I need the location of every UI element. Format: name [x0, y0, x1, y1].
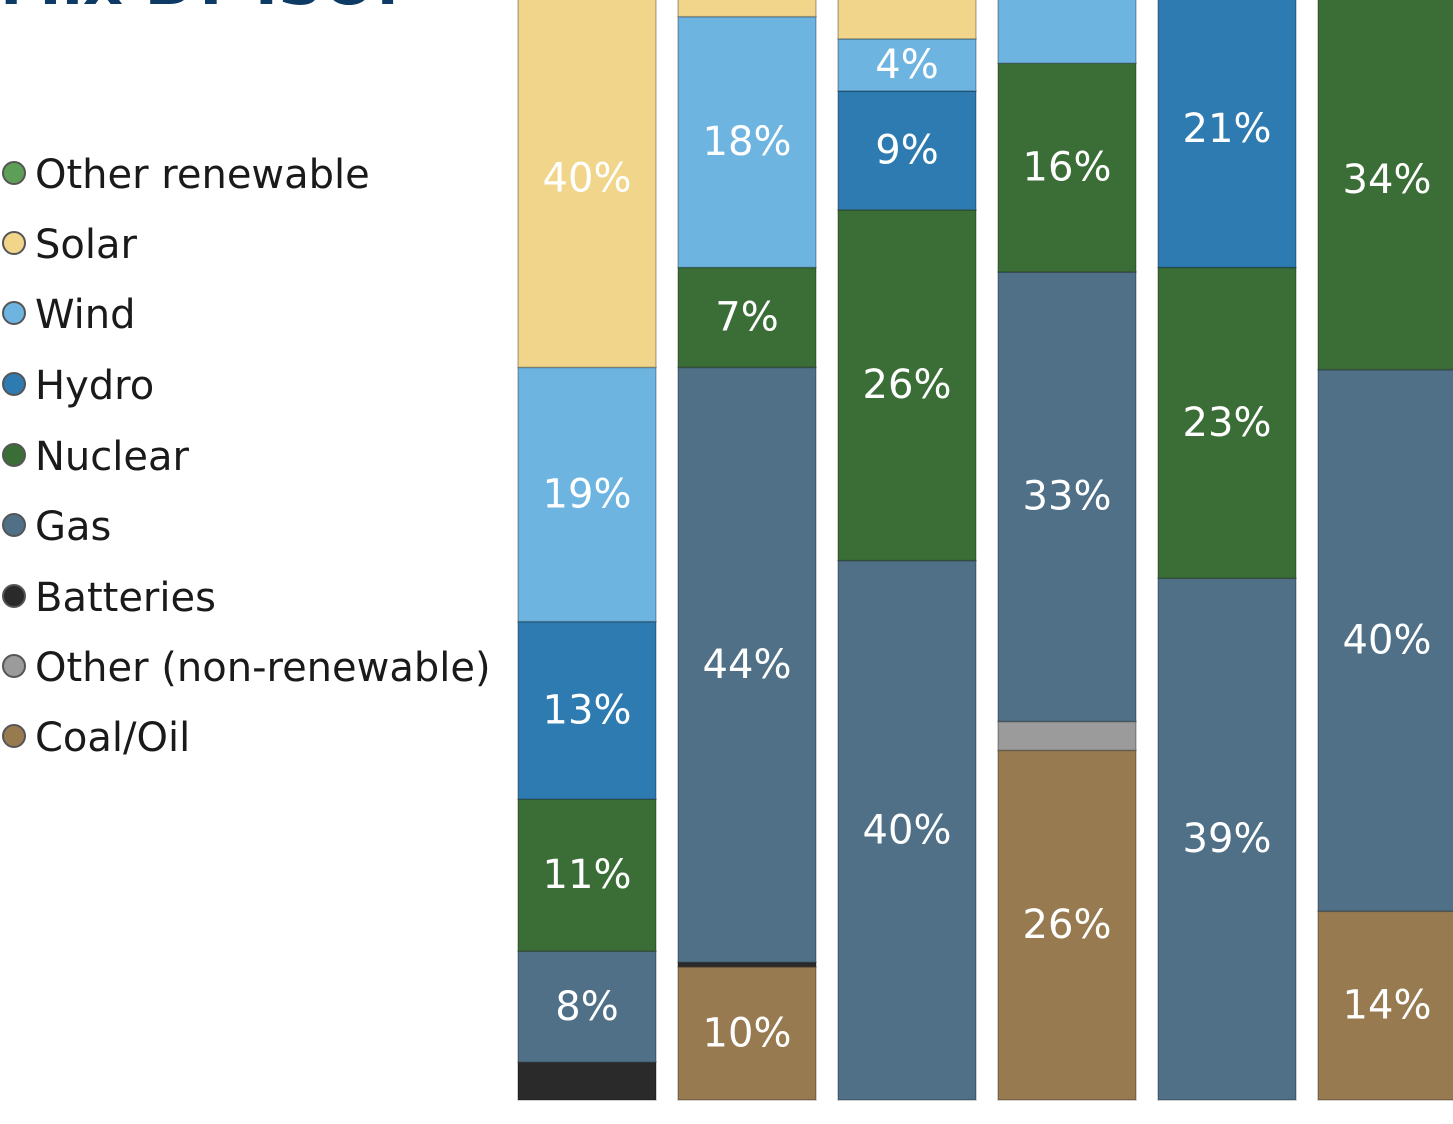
bar-segment-gas — [837, 559, 977, 1101]
bar-segment-nuclear — [837, 209, 977, 562]
legend-dot-icon — [2, 161, 26, 185]
bar-segment-hydro — [837, 90, 977, 211]
bar-data-label: 39% — [1183, 816, 1272, 862]
legend-label: Gas — [35, 504, 112, 550]
bar-column-1: 8% 11% 13% 19% 40% — [517, 0, 657, 1101]
bar-segment-gas — [517, 950, 657, 1064]
bar-data-label: 19% — [543, 471, 632, 517]
bar-data-label: 13% — [543, 687, 632, 733]
bar-segment-solar — [837, 0, 977, 40]
bar-segment-hydro — [1157, 0, 1297, 269]
bar-segment-wind — [517, 366, 657, 623]
bar-data-label: 4% — [875, 42, 938, 88]
bar-data-label: 40% — [543, 156, 632, 202]
bar-segment-solar — [517, 0, 657, 369]
legend-label: Solar — [35, 222, 137, 268]
bar-segment-nuclear — [517, 798, 657, 953]
bar-segment-other-non-renewable — [997, 720, 1137, 752]
bar-segment-coal-oil — [1317, 910, 1453, 1101]
bar-data-label: 23% — [1183, 400, 1272, 446]
legend-label: Nuclear — [35, 434, 189, 480]
legend-dot-icon — [2, 584, 26, 608]
bar-segment-gas — [677, 366, 817, 964]
bar-data-label: 44% — [703, 642, 792, 688]
chart-title: Mix BY ISO: — [0, 0, 400, 14]
bar-data-label: 16% — [1023, 145, 1112, 191]
bar-segment-wind — [677, 15, 817, 269]
bar-data-label: 8% — [555, 984, 618, 1030]
legend-dot-icon — [2, 231, 26, 255]
legend-label: Coal/Oil — [35, 715, 191, 761]
legend-label: Hydro — [35, 363, 155, 409]
bar-data-label: 40% — [1343, 617, 1432, 663]
bar-column-4: 26% 33% 16% — [997, 0, 1137, 1101]
legend-dot-icon — [2, 513, 26, 537]
legend-dot-icon — [2, 443, 26, 467]
legend-label: Wind — [35, 292, 136, 338]
bar-data-label: 18% — [703, 119, 792, 165]
legend-dot-icon — [2, 372, 26, 396]
legend-dot-icon — [2, 301, 26, 325]
bar-column-3: 40% 26% 9% 4% — [837, 0, 977, 1101]
legend-label: Other (non-renewable) — [35, 645, 491, 691]
bar-column-6: 14% 40% 34% — [1317, 0, 1453, 1101]
bar-segment-nuclear — [1317, 0, 1453, 371]
legend-label: Other renewable — [35, 152, 370, 198]
bar-segment-coal-oil — [677, 966, 817, 1101]
bar-data-label: 34% — [1343, 157, 1432, 203]
bar-segment-nuclear — [1157, 266, 1297, 580]
bar-data-label: 7% — [715, 294, 778, 340]
bar-data-label: 33% — [1023, 474, 1112, 520]
bar-column-2: 10% 44% 7% 18% — [677, 0, 817, 1101]
bar-data-label: 40% — [863, 807, 952, 853]
legend-dot-icon — [2, 724, 26, 748]
bar-data-label: 26% — [1023, 902, 1112, 948]
bar-segment-wind — [837, 38, 977, 92]
bar-segment-batteries — [517, 1061, 657, 1101]
legend-label: Batteries — [35, 575, 216, 621]
bar-data-label: 14% — [1343, 983, 1432, 1029]
bar-segment-hydro — [517, 620, 657, 800]
bar-segment-gas — [997, 271, 1137, 723]
bar-data-label: 11% — [543, 852, 632, 898]
legend-dot-icon — [2, 654, 26, 678]
bar-column-5: 39% 23% 21% — [1157, 0, 1297, 1101]
bar-data-label: 10% — [703, 1010, 792, 1056]
bar-segment-solar — [677, 0, 817, 18]
bar-data-label: 21% — [1183, 106, 1272, 152]
bar-segment-wind — [997, 0, 1137, 65]
bar-data-label: 26% — [863, 362, 952, 408]
bar-data-label: 9% — [875, 127, 938, 173]
